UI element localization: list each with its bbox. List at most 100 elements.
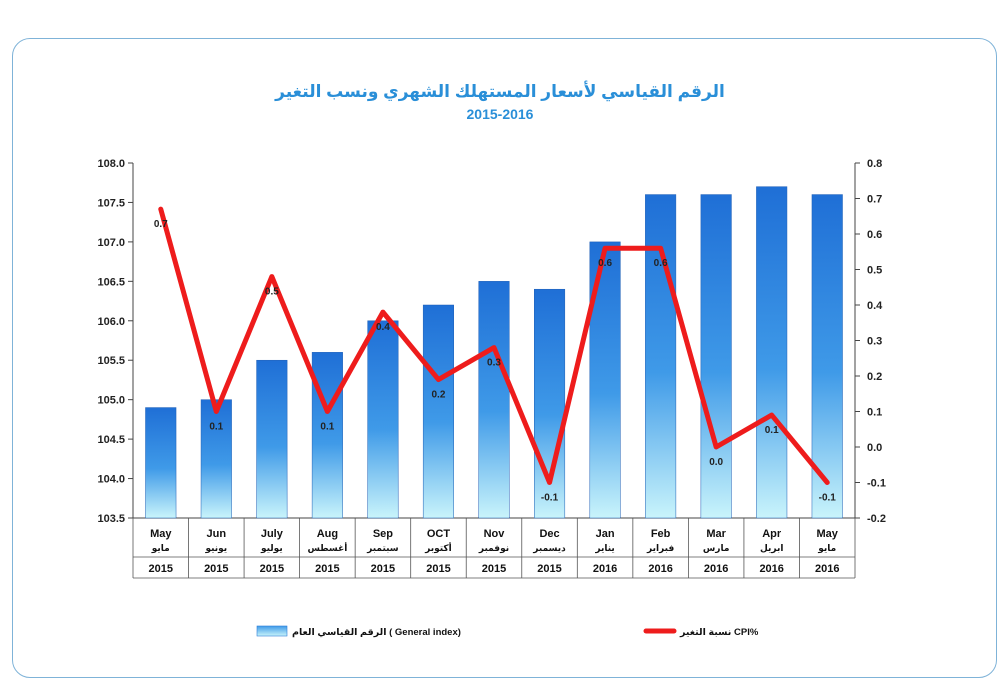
category-label-ar: ديسمبر: [532, 543, 566, 554]
data-label: -0.1: [541, 493, 559, 504]
line-point: [159, 207, 163, 211]
left-tick-label: 105.5: [97, 355, 125, 367]
category-label-year: 2016: [815, 563, 839, 575]
line-point: [714, 445, 718, 449]
data-label: 0.1: [209, 422, 223, 433]
category-label-year: 2015: [371, 563, 395, 575]
chart-subtitle: 2015-2016: [466, 106, 534, 122]
category-label-year: 2015: [482, 563, 506, 575]
line-point: [770, 413, 774, 417]
category-label-en: Apr: [762, 528, 782, 540]
data-label: 0.4: [376, 322, 390, 333]
data-label: 0.2: [432, 390, 446, 401]
left-tick-label: 107.5: [97, 197, 125, 209]
category-label-year: 2015: [537, 563, 561, 575]
chart-title: الرقم القياسي لأسعار المستهلك الشهري ونس…: [275, 82, 725, 101]
bar-general-index: [645, 194, 677, 519]
bar-general-index: [811, 194, 843, 519]
left-tick-label: 107.0: [97, 237, 125, 249]
right-tick-label: 0.0: [867, 442, 882, 454]
data-label: 0.5: [265, 287, 279, 298]
category-label-year: 2015: [315, 563, 339, 575]
category-label-ar: يونيو: [204, 543, 227, 554]
right-tick-label: 0.1: [867, 407, 882, 419]
left-tick-label: 104.0: [97, 474, 125, 486]
category-label-ar: أكتوبر: [424, 542, 452, 554]
bar-general-index: [145, 407, 177, 519]
right-tick-label: 0.4: [867, 300, 883, 312]
data-label: 0.0: [709, 457, 723, 468]
right-tick-label: 0.6: [867, 229, 882, 241]
right-tick-label: 0.7: [867, 194, 882, 206]
data-label: 0.1: [765, 425, 779, 436]
category-label-en: Dec: [539, 528, 559, 540]
legend-line-label: نسبة التغير CPI%: [679, 627, 759, 638]
category-label-year: 2015: [204, 563, 228, 575]
category-label-ar: مايو: [817, 543, 836, 554]
bar-general-index: [422, 304, 454, 519]
data-label: 0.6: [654, 258, 668, 269]
category-label-ar: فبراير: [646, 543, 674, 554]
right-tick-label: -0.2: [867, 513, 886, 525]
left-tick-label: 106.5: [97, 276, 125, 288]
bar-general-index: [200, 399, 232, 519]
category-label-en: Jan: [596, 528, 615, 540]
category-label-year: 2016: [704, 563, 728, 575]
right-tick-label: 0.3: [867, 336, 882, 348]
data-label: -0.1: [819, 493, 837, 504]
bar-general-index: [478, 281, 510, 519]
category-label-en: May: [817, 528, 839, 540]
right-tick-label: 0.5: [867, 265, 882, 277]
right-tick-label: 0.2: [867, 371, 882, 383]
data-label: 0.1: [320, 422, 334, 433]
chart-frame: [12, 38, 997, 678]
left-tick-label: 108.0: [97, 158, 125, 170]
category-label-year: 2015: [149, 563, 173, 575]
category-label-ar: مارس: [703, 543, 730, 554]
line-point: [381, 310, 385, 314]
category-label-en: Aug: [317, 528, 338, 540]
bar-general-index: [256, 359, 288, 519]
category-label-year: 2016: [648, 563, 672, 575]
category-label-en: May: [150, 528, 172, 540]
category-label-en: July: [261, 528, 284, 540]
line-point: [270, 275, 274, 279]
bar-general-index: [367, 320, 399, 519]
line-point: [214, 410, 218, 413]
category-label-ar: مايو: [151, 543, 170, 554]
category-label-ar: يناير: [594, 543, 614, 554]
data-label: 0.7: [154, 219, 168, 230]
data-label: 0.3: [487, 358, 501, 369]
line-point: [825, 481, 829, 484]
category-label-ar: ابريل: [760, 543, 783, 554]
category-label-en: Mar: [706, 528, 726, 540]
category-label-en: Sep: [373, 528, 393, 540]
category-label-ar: سبتمبر: [366, 543, 399, 554]
bar-general-index: [700, 194, 732, 519]
category-label-en: Feb: [651, 528, 671, 540]
line-point: [325, 410, 329, 413]
line-point: [603, 246, 607, 250]
left-tick-label: 104.5: [97, 434, 125, 446]
bar-general-index: [756, 186, 788, 519]
legend-bar-label: الرقم القياسي العام ( General index): [292, 627, 461, 638]
category-label-year: 2015: [426, 563, 450, 575]
line-point: [659, 246, 663, 250]
category-label-en: Jun: [207, 528, 227, 540]
line-point: [492, 346, 496, 350]
right-tick-label: 0.8: [867, 158, 882, 170]
line-point: [436, 378, 440, 382]
data-label: 0.6: [598, 258, 612, 269]
left-tick-label: 106.0: [97, 316, 125, 328]
category-label-year: 2016: [593, 563, 617, 575]
category-label-ar: يوليو: [260, 543, 283, 554]
category-label-ar: أغسطس: [307, 542, 347, 554]
bar-general-index: [311, 352, 343, 519]
left-tick-label: 105.0: [97, 395, 125, 407]
category-label-en: Nov: [484, 528, 506, 540]
category-label-ar: نوفمبر: [478, 543, 509, 554]
legend-bar-swatch: [256, 625, 288, 637]
right-tick-label: -0.1: [867, 478, 886, 490]
line-point: [548, 481, 552, 484]
